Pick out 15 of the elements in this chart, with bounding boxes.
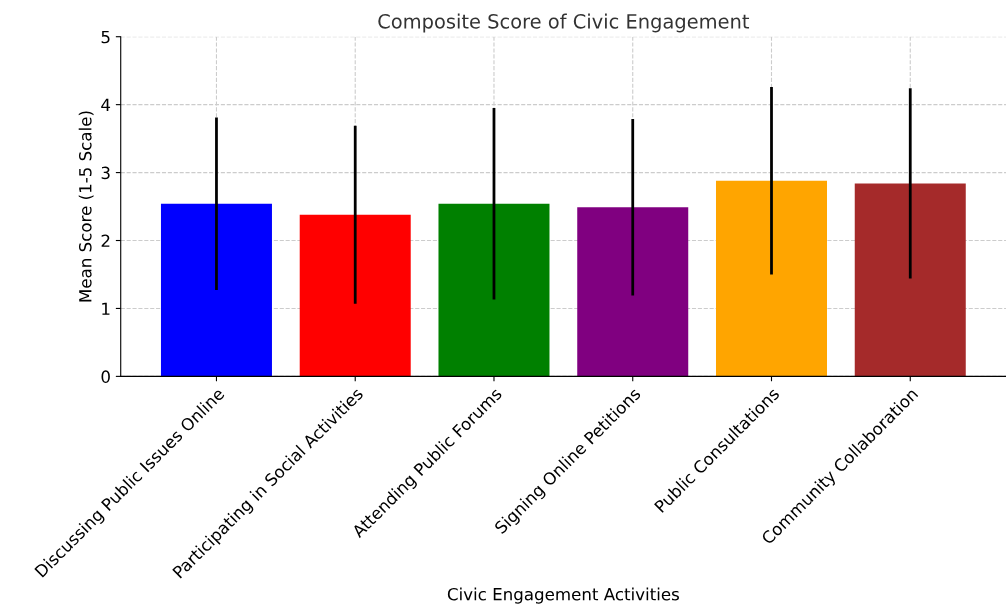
y-tick-label: 1 xyxy=(102,302,110,315)
y-tick-label: 0 xyxy=(101,370,110,383)
bar xyxy=(854,183,966,377)
y-tick-label: 4 xyxy=(101,98,111,111)
chart-title: Composite Score of Civic Engagement xyxy=(378,13,750,33)
bar xyxy=(438,203,550,377)
bar xyxy=(715,180,827,377)
y-tick-label: 3 xyxy=(101,166,110,180)
bar xyxy=(299,214,411,377)
x-axis-title: Civic Engagement Activities xyxy=(447,587,679,604)
y-axis-title: Mean Score (1-5 Scale) xyxy=(78,111,94,302)
bar xyxy=(577,207,689,377)
y-tick-label: 2 xyxy=(101,234,110,247)
bar xyxy=(160,203,272,377)
y-tick-label: 5 xyxy=(101,30,110,44)
